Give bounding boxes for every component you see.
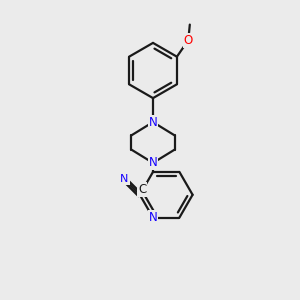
Text: N: N	[148, 211, 158, 224]
Text: N: N	[148, 116, 158, 129]
Text: N: N	[148, 156, 158, 170]
Text: C: C	[138, 183, 146, 196]
Text: O: O	[184, 34, 193, 47]
Text: N: N	[120, 175, 129, 184]
